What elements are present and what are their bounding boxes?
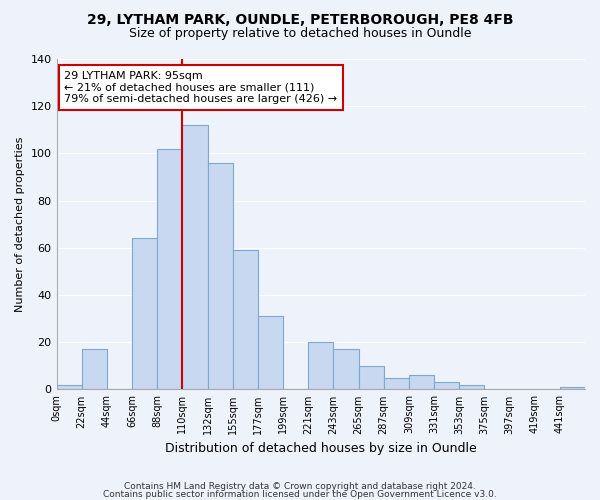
Bar <box>56 384 82 390</box>
Bar <box>208 163 233 390</box>
Bar <box>334 350 359 390</box>
Bar <box>182 125 208 390</box>
Bar <box>157 148 182 390</box>
Text: Contains public sector information licensed under the Open Government Licence v3: Contains public sector information licen… <box>103 490 497 499</box>
Text: Size of property relative to detached houses in Oundle: Size of property relative to detached ho… <box>129 28 471 40</box>
Bar <box>308 342 334 390</box>
Bar <box>258 316 283 390</box>
Bar <box>459 384 484 390</box>
Y-axis label: Number of detached properties: Number of detached properties <box>15 136 25 312</box>
Bar <box>359 366 383 390</box>
Bar <box>233 250 258 390</box>
Bar <box>82 350 107 390</box>
Text: 29 LYTHAM PARK: 95sqm
← 21% of detached houses are smaller (111)
79% of semi-det: 29 LYTHAM PARK: 95sqm ← 21% of detached … <box>64 71 337 104</box>
Bar <box>434 382 459 390</box>
Text: 29, LYTHAM PARK, OUNDLE, PETERBOROUGH, PE8 4FB: 29, LYTHAM PARK, OUNDLE, PETERBOROUGH, P… <box>87 12 513 26</box>
Bar <box>132 238 157 390</box>
X-axis label: Distribution of detached houses by size in Oundle: Distribution of detached houses by size … <box>165 442 476 455</box>
Bar <box>560 387 585 390</box>
Bar <box>409 376 434 390</box>
Text: Contains HM Land Registry data © Crown copyright and database right 2024.: Contains HM Land Registry data © Crown c… <box>124 482 476 491</box>
Bar <box>383 378 409 390</box>
